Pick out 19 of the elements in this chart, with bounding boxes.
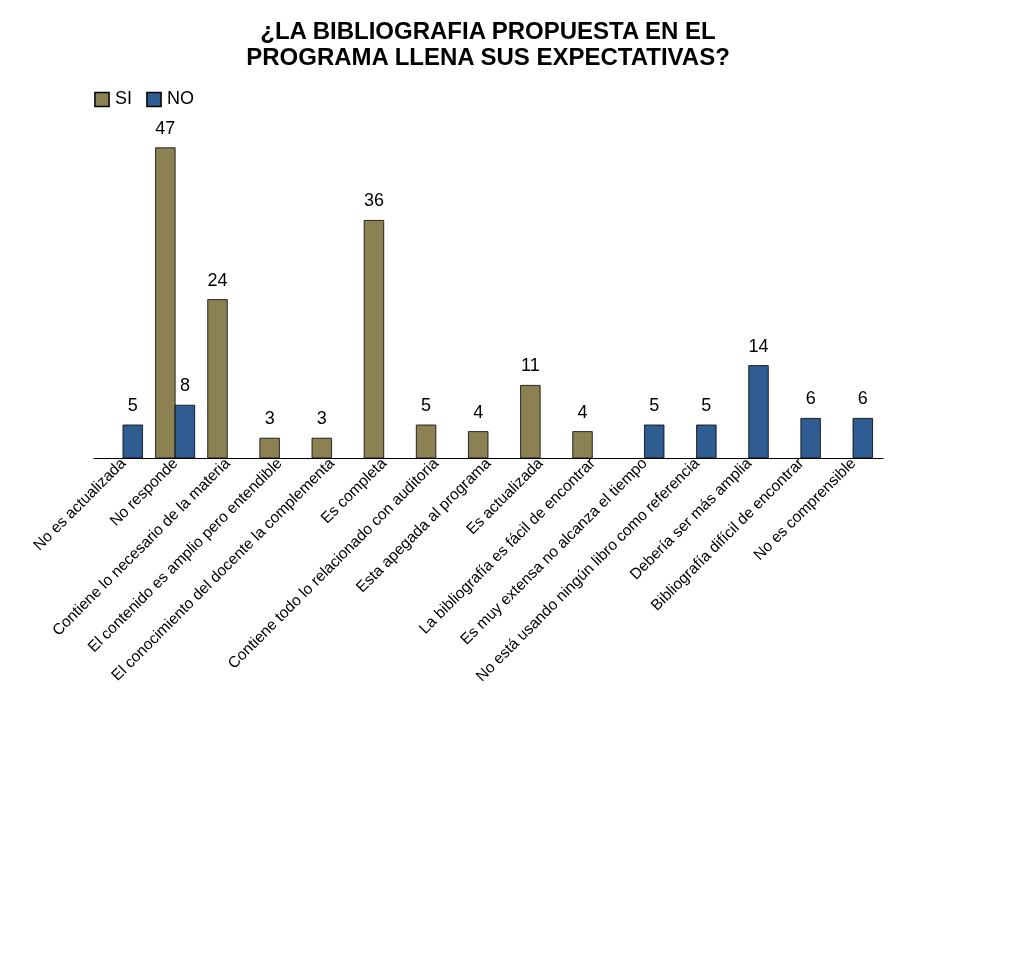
data-label: 3 xyxy=(264,408,275,429)
data-label: 3 xyxy=(316,408,327,429)
data-label: 5 xyxy=(421,395,432,415)
data-label: 6 xyxy=(805,388,816,409)
data-label: 4 xyxy=(473,401,484,422)
data-label: 11 xyxy=(521,355,540,376)
chart-title: ¿LA BIBLIOGRAFIA PROPUESTA EN EL PROGRAMA LLENA SUS EXPECTATIVAS? xyxy=(246,17,730,70)
data-label: 8 xyxy=(179,375,190,396)
data-label: 36 xyxy=(363,190,384,211)
data-label: 47 xyxy=(155,117,176,138)
data-label: 6 xyxy=(857,388,868,409)
legend-label: SI xyxy=(115,88,133,109)
data-label: 5 xyxy=(701,395,712,415)
data-label: 24 xyxy=(207,269,228,290)
legend-label: NO xyxy=(167,88,194,109)
data-label: 14 xyxy=(748,335,769,356)
data-label: 5 xyxy=(649,395,660,415)
data-label: 4 xyxy=(577,401,588,422)
data-label: 5 xyxy=(127,395,138,415)
